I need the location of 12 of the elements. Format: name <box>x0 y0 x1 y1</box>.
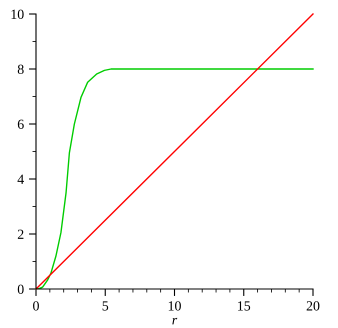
x-tick-label: 5 <box>102 301 108 311</box>
y-tick-label: 0 <box>18 284 24 294</box>
y-tick-label: 2 <box>18 230 24 239</box>
x-axis-title: r <box>172 318 178 324</box>
y-tick-label: 10 <box>12 10 24 19</box>
y-tick-label: 6 <box>18 120 24 129</box>
x-tick-label: 10 <box>168 301 181 311</box>
x-tick-label: 15 <box>238 301 250 311</box>
x-tick-label: 20 <box>306 301 320 311</box>
y-tick-label: 4 <box>18 174 24 184</box>
x-tick-label: 0 <box>33 301 39 311</box>
y-tick-label: 8 <box>18 64 24 74</box>
